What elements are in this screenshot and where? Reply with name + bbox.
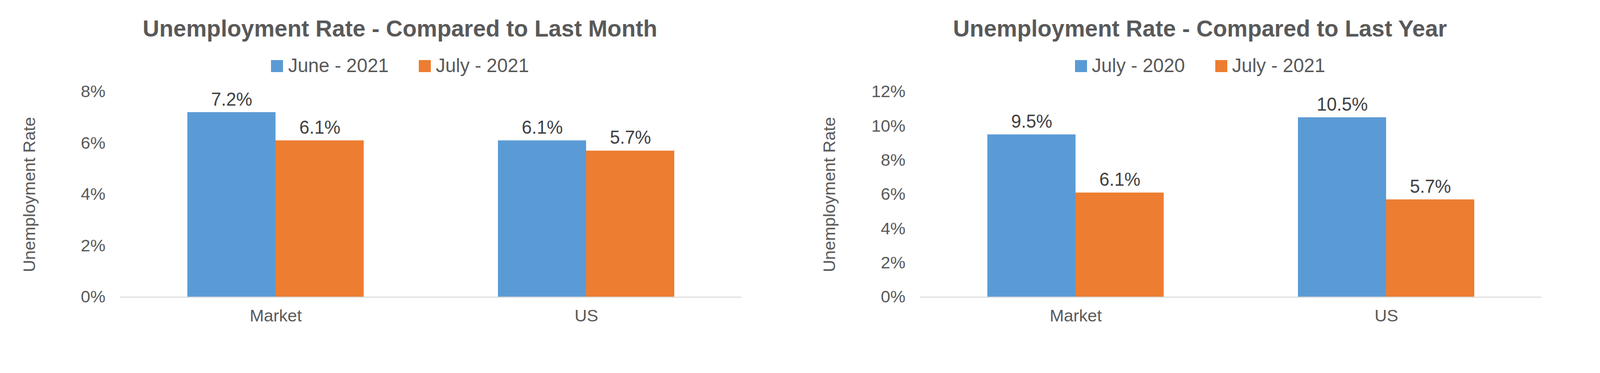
svg-text:10.5%: 10.5%: [1316, 94, 1368, 115]
svg-text:9.5%: 9.5%: [1010, 111, 1052, 132]
html-text:Unemployment Rate - Compared t: Unemployment Rate - Compared to Last Yea…: [953, 15, 1447, 42]
svg-text:Market: Market: [1049, 306, 1103, 326]
svg-text:8%: 8%: [80, 81, 106, 101]
svg-text:4%: 4%: [880, 218, 906, 238]
svg-text:0%: 0%: [880, 287, 906, 307]
svg-text:6%: 6%: [880, 184, 906, 204]
svg-text:6.1%: 6.1%: [1099, 169, 1141, 190]
svg-text:5.7%: 5.7%: [609, 127, 651, 148]
svg-text:6.1%: 6.1%: [299, 117, 341, 138]
svg-text:2%: 2%: [80, 235, 106, 255]
svg-text:5.7%: 5.7%: [1409, 176, 1451, 197]
html-text:June - 2021: June - 2021: [288, 55, 389, 77]
svg-text:10%: 10%: [871, 116, 906, 136]
html-text:July - 2021: July - 2021: [1232, 55, 1326, 77]
svg-text:4%: 4%: [80, 184, 106, 204]
svg-text:12%: 12%: [871, 81, 906, 101]
svg-text:Unemployment Rate: Unemployment Rate: [19, 117, 39, 273]
svg-text:6.1%: 6.1%: [521, 117, 563, 138]
svg-text:US: US: [574, 306, 599, 326]
svg-text:6%: 6%: [80, 133, 106, 153]
svg-text:0%: 0%: [80, 287, 106, 307]
svg-text:US: US: [1374, 306, 1399, 326]
svg-text:Market: Market: [249, 306, 303, 326]
svg-text:2%: 2%: [880, 252, 906, 273]
html-text:Unemployment Rate - Compared t: Unemployment Rate - Compared to Last Mon…: [142, 15, 658, 42]
svg-text:Unemployment Rate: Unemployment Rate: [819, 117, 839, 273]
html-text:July - 2021: July - 2021: [435, 55, 529, 77]
svg-text:8%: 8%: [880, 150, 906, 170]
svg-text:7.2%: 7.2%: [210, 89, 252, 110]
html-text:July - 2020: July - 2020: [1091, 55, 1185, 77]
